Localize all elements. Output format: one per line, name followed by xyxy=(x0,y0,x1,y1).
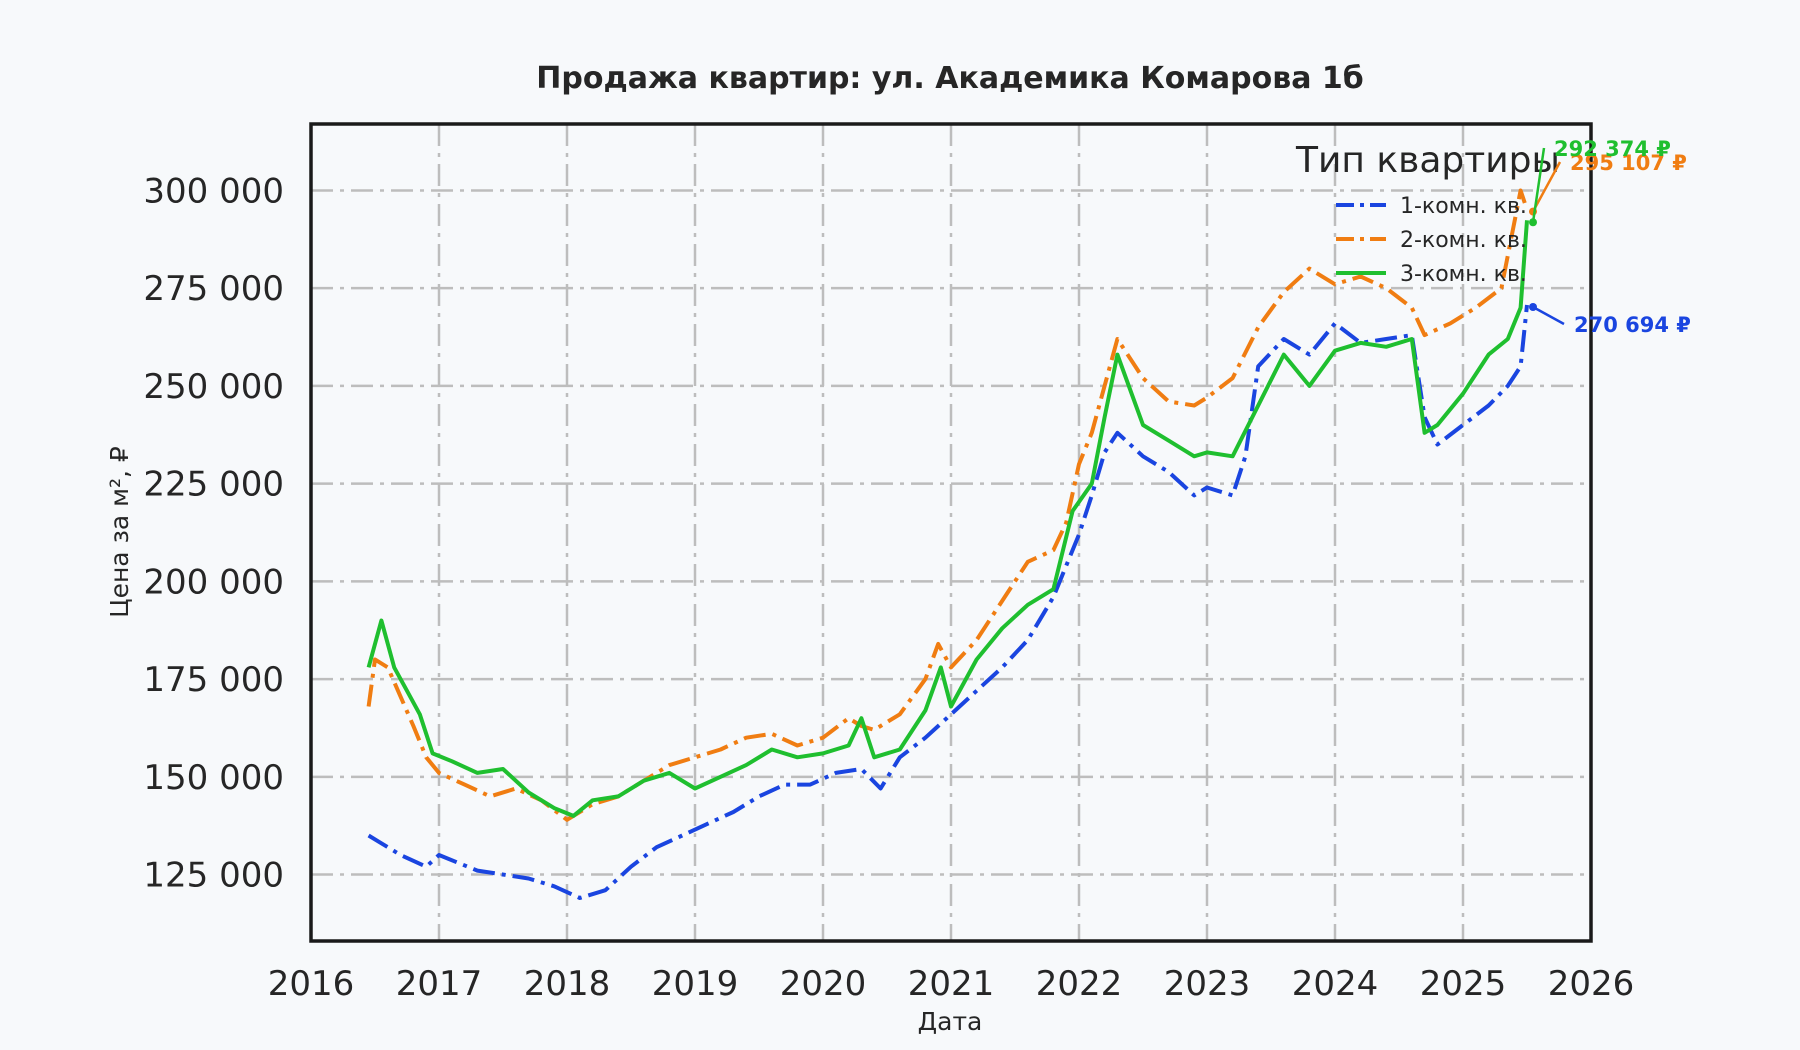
end-value-label: 295 107 ₽ xyxy=(1570,151,1687,175)
legend-label: 3-комн. кв. xyxy=(1400,262,1527,287)
y-tick-labels: 125 000 150 000 175 000 200 000 225 000 250 0… xyxy=(143,171,284,895)
y-tick-label: 275 000 xyxy=(143,269,284,309)
series-line-3k xyxy=(366,220,1529,818)
legend-label: 1-комн. кв. xyxy=(1400,194,1527,219)
x-axis-label: Дата xyxy=(918,1007,983,1036)
y-tick-label: 200 000 xyxy=(143,562,284,602)
legend-label: 2-комн. кв. xyxy=(1400,228,1527,253)
end-label-arrowhead xyxy=(1529,218,1537,227)
x-tick-label: 2022 xyxy=(1036,964,1123,1004)
x-tick-label: 2019 xyxy=(652,964,739,1004)
y-tick-label: 125 000 xyxy=(143,856,284,896)
x-tick-label: 2023 xyxy=(1164,964,1251,1004)
series-line-1k xyxy=(367,304,1529,900)
x-tick-label: 2025 xyxy=(1420,964,1507,1004)
y-tick-label: 150 000 xyxy=(143,758,284,798)
y-tick-label: 175 000 xyxy=(143,660,284,700)
x-tick-label: 2016 xyxy=(268,964,355,1004)
x-tick-label: 2024 xyxy=(1292,964,1379,1004)
x-tick-labels: 2016 2017 2018 2019 2020 2021 2022 2023 2024 2025… xyxy=(268,964,1635,1004)
x-tick-label: 2020 xyxy=(780,964,867,1004)
series-lines xyxy=(366,188,1529,900)
legend-title: Тип квартиры xyxy=(1295,140,1560,181)
series-line-2k xyxy=(366,188,1529,822)
x-tick-label: 2021 xyxy=(908,964,995,1004)
end-value-label: 292 374 ₽ xyxy=(1554,137,1671,161)
legend: Тип квартиры 1-комн. кв. 2-комн. кв. 3-ком… xyxy=(1295,140,1560,287)
x-tick-label: 2018 xyxy=(524,964,611,1004)
x-tick-label: 2026 xyxy=(1548,964,1635,1004)
y-tick-label: 225 000 xyxy=(143,465,284,505)
end-value-label: 270 694 ₽ xyxy=(1574,313,1691,337)
end-value-annotations: 270 694 ₽ 295 107 ₽292 374 ₽ xyxy=(1529,137,1691,337)
end-label-arrow xyxy=(1531,161,1562,213)
x-tick-label: 2017 xyxy=(396,964,483,1004)
chart-title: Продажа квартир: ул. Академика Комарова … xyxy=(536,61,1363,96)
end-label-arrow xyxy=(1532,305,1565,326)
plot-frame xyxy=(309,122,1593,943)
end-label-arrowhead xyxy=(1529,303,1537,312)
end-label-arrow xyxy=(1531,147,1546,223)
y-tick-label: 300 000 xyxy=(143,171,284,211)
y-tick-label: 250 000 xyxy=(143,367,284,407)
y-axis-label: Цена за м², ₽ xyxy=(105,446,134,618)
gridlines xyxy=(309,124,1593,941)
